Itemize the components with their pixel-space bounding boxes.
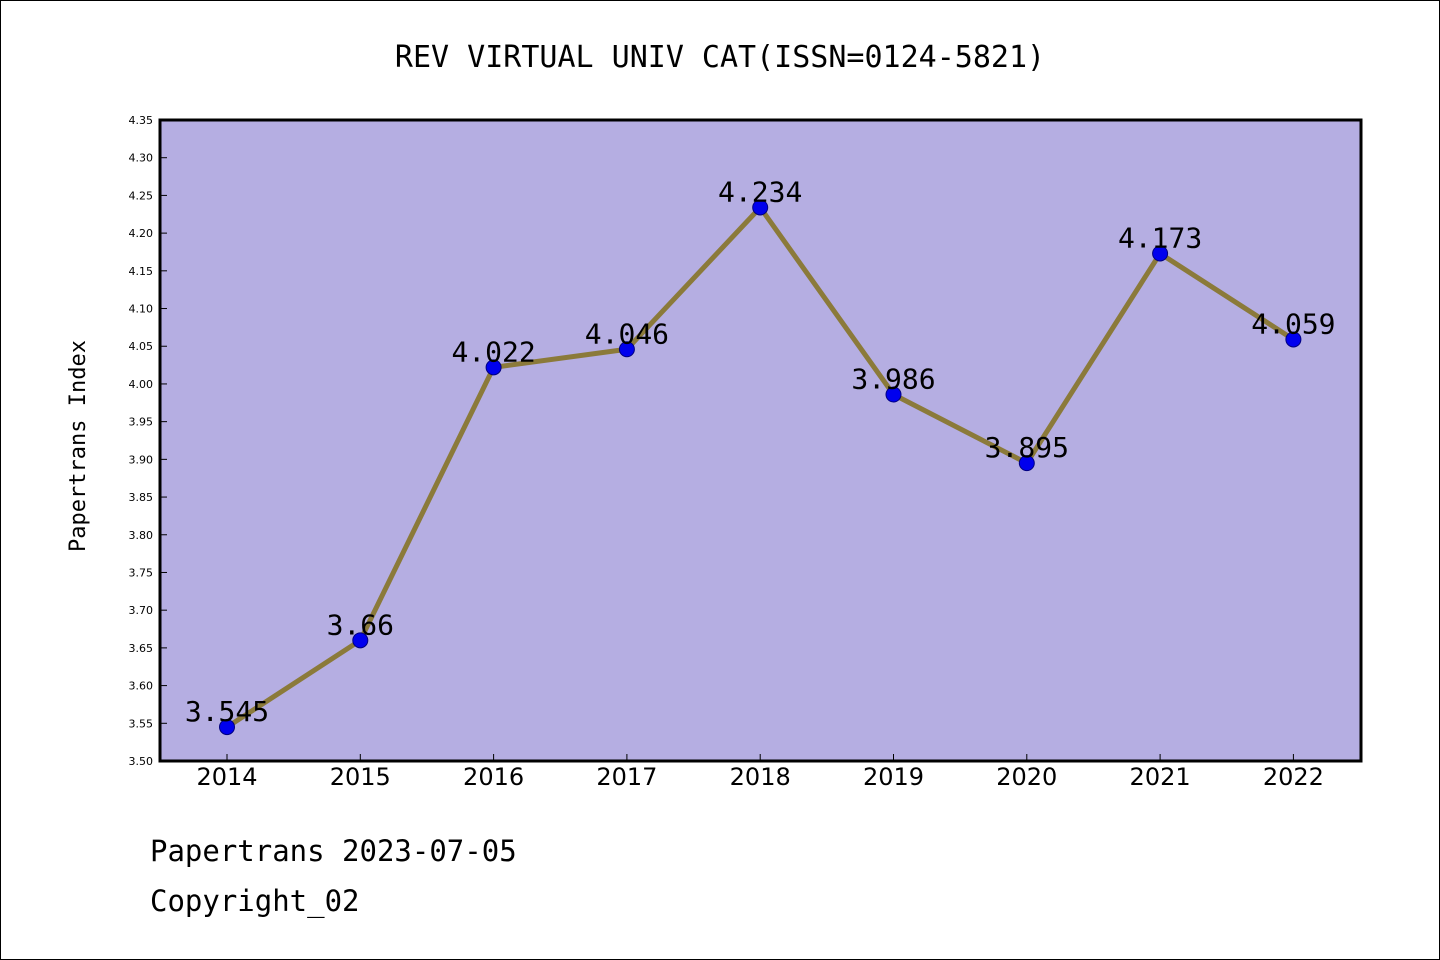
y-tick-label: 4.25 [129,189,154,202]
data-point [618,341,635,358]
data-label: 4.046 [585,317,669,350]
y-tick-label: 3.60 [129,680,154,693]
x-tick-label: 2022 [1263,763,1324,791]
y-tick-label: 4.00 [129,378,154,391]
y-tick-label: 3.50 [129,755,154,768]
y-tick-label: 3.95 [129,416,154,429]
data-point [1152,245,1169,262]
footer-copyright: Copyright_02 [150,884,360,918]
data-label: 3.66 [327,608,394,641]
data-label: 3.895 [985,431,1069,464]
y-tick-label: 3.90 [129,453,154,466]
data-label: 4.173 [1118,221,1202,254]
y-tick-label: 3.55 [129,717,154,730]
y-tick-label: 4.05 [129,340,154,353]
y-tick-label: 3.75 [129,566,154,579]
y-tick-label: 4.20 [129,227,154,240]
x-tick-label: 2016 [463,763,524,791]
y-tick-label: 4.15 [129,265,154,278]
x-tick-label: 2019 [863,763,924,791]
x-tick-label: 2021 [1130,763,1191,791]
y-tick-label: 3.70 [129,604,154,617]
x-tick-label: 2014 [196,763,257,791]
y-tick-label: 3.85 [129,491,154,504]
x-tick-label: 2015 [330,763,391,791]
plot-area [160,120,1361,761]
plot-border [158,118,1363,763]
x-tick-label: 2020 [996,763,1057,791]
data-label: 3.986 [851,362,935,395]
data-label: 3.545 [185,695,269,728]
data-point [219,719,235,736]
y-tick-label: 3.80 [129,529,154,542]
chart-title: REV VIRTUAL UNIV CAT(ISSN=0124-5821) [395,40,1045,75]
data-label: 4.059 [1251,307,1335,340]
x-tick-label: 2018 [730,763,791,791]
data-point [1018,455,1035,472]
y-tick-label: 4.10 [129,303,154,316]
data-label: 4.022 [451,335,535,368]
footer-date: Papertrans 2023-07-05 [150,834,517,868]
y-tick-label: 3.65 [129,642,154,655]
data-label: 4.234 [718,175,802,208]
data-point [1285,331,1302,348]
data-point [352,632,369,649]
data-point [885,386,902,403]
x-tick-label: 2017 [596,763,657,791]
data-point [485,359,502,376]
data-point [752,199,769,216]
y-tick-label: 4.35 [129,114,154,127]
y-axis-label: Papertrans Index [66,340,91,552]
y-tick-label: 4.30 [129,152,154,165]
